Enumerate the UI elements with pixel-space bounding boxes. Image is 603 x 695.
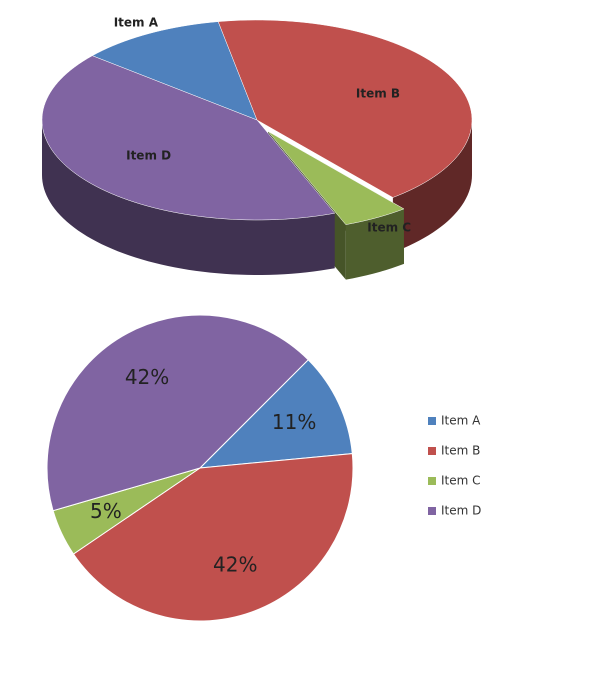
slice-label: Item B (356, 86, 400, 100)
slice-side (42, 120, 335, 275)
slice (41, 55, 336, 221)
slice (217, 19, 473, 198)
slice-side (392, 120, 472, 253)
slice-label: Item A (114, 16, 159, 30)
legend-swatch (428, 477, 436, 485)
slice (198, 359, 353, 469)
data-label: 42% (125, 365, 169, 389)
legend-label: Item B (441, 444, 480, 458)
legend-swatch (428, 507, 436, 515)
slice (91, 21, 258, 121)
slice-label: Item C (367, 221, 411, 235)
legend-label: Item C (441, 474, 481, 488)
slice-label: Item D (126, 149, 171, 163)
data-label: 11% (272, 410, 316, 434)
legend-swatch (428, 447, 436, 455)
slice (267, 131, 405, 225)
legend-swatch (428, 417, 436, 425)
data-label: 42% (213, 552, 257, 576)
slice (72, 453, 354, 622)
legend-label: Item D (441, 504, 481, 518)
legend-label: Item A (441, 414, 481, 428)
data-label: 5% (90, 499, 122, 523)
slice (46, 314, 309, 512)
slice-side (345, 208, 404, 280)
